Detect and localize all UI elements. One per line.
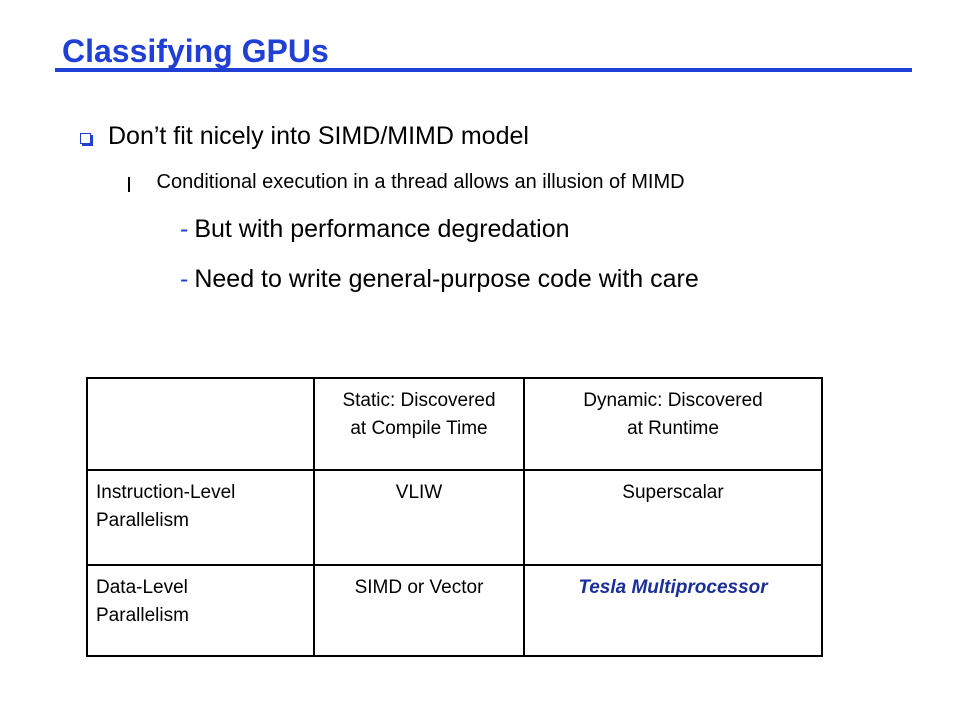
table-row: Data-Level Parallelism SIMD or Vector Te… bbox=[86, 564, 823, 657]
table-cell: VLIW bbox=[313, 469, 525, 566]
bullet-level2-text: Conditional execution in a thread allows… bbox=[156, 171, 685, 193]
table-header-static: Static: Discovered at Compile Time bbox=[313, 377, 525, 471]
row-label-line: Data-Level bbox=[96, 577, 188, 598]
bullet-level2: Conditional execution in a thread allows… bbox=[128, 171, 685, 194]
header-line: Static: Discovered bbox=[342, 390, 496, 411]
dash-item: - But with performance degredation bbox=[180, 215, 570, 244]
table-header-dynamic: Dynamic: Discovered at Runtime bbox=[523, 377, 823, 471]
bullet-level1: Don’t fit nicely into SIMD/MIMD model bbox=[80, 122, 529, 151]
table-cell: Superscalar bbox=[523, 469, 823, 566]
table-header-row: Static: Discovered at Compile Time Dynam… bbox=[86, 377, 823, 471]
slide-title: Classifying GPUs bbox=[62, 33, 329, 69]
square-bullet-icon bbox=[80, 133, 91, 144]
dash-item: - Need to write general-purpose code wit… bbox=[180, 265, 699, 294]
table-row: Instruction-Level Parallelism VLIW Super… bbox=[86, 469, 823, 566]
header-line: at Runtime bbox=[627, 418, 719, 439]
row-label: Data-Level Parallelism bbox=[86, 564, 315, 657]
table-cell: SIMD or Vector bbox=[313, 564, 525, 657]
dash-item-text: But with performance degredation bbox=[194, 215, 570, 243]
row-label-line: Parallelism bbox=[96, 510, 189, 531]
header-line: Dynamic: Discovered bbox=[583, 390, 763, 411]
dash-marker: - bbox=[180, 215, 189, 243]
table-corner-cell bbox=[86, 377, 315, 471]
l-bullet-icon bbox=[128, 177, 130, 192]
table-cell-highlight: Tesla Multiprocessor bbox=[523, 564, 823, 657]
row-label-line: Parallelism bbox=[96, 605, 189, 626]
row-label-line: Instruction-Level bbox=[96, 482, 236, 503]
bullet-level1-text: Don’t fit nicely into SIMD/MIMD model bbox=[108, 122, 529, 150]
dash-marker: - bbox=[180, 265, 189, 293]
row-label: Instruction-Level Parallelism bbox=[86, 469, 315, 566]
parallelism-table: Static: Discovered at Compile Time Dynam… bbox=[86, 377, 823, 657]
title-underline bbox=[55, 68, 912, 72]
header-line: at Compile Time bbox=[350, 418, 488, 439]
dash-item-text: Need to write general-purpose code with … bbox=[194, 265, 699, 293]
